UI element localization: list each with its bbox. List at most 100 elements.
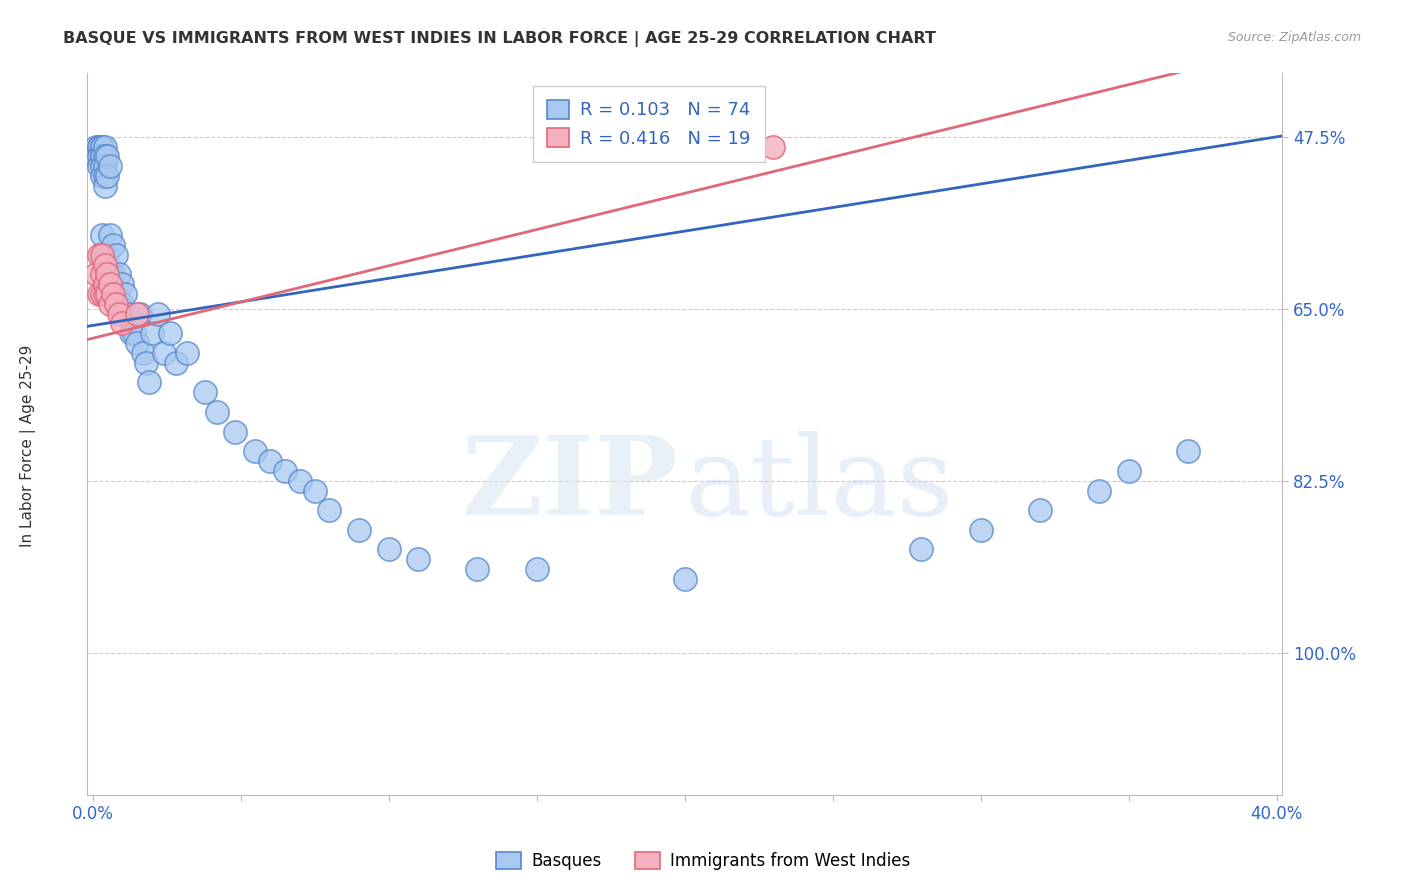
Point	[138, 376, 160, 390]
Point	[93, 268, 115, 282]
Text: In Labor Force | Age 25-29: In Labor Force | Age 25-29	[20, 345, 37, 547]
Point	[526, 562, 548, 576]
Point	[90, 287, 112, 301]
Point	[318, 503, 340, 517]
Point	[90, 248, 112, 262]
Point	[96, 277, 118, 292]
Point	[108, 268, 131, 282]
Point	[103, 287, 125, 301]
Point	[96, 169, 118, 183]
Point	[87, 248, 110, 262]
Point	[274, 464, 297, 478]
Point	[146, 307, 169, 321]
Point	[100, 297, 122, 311]
Point	[1118, 464, 1140, 478]
Point	[96, 287, 118, 301]
Point	[84, 149, 107, 163]
Point	[93, 139, 115, 153]
Point	[111, 297, 134, 311]
Point	[93, 159, 115, 173]
Point	[347, 523, 370, 537]
Point	[96, 149, 118, 163]
Point	[152, 346, 174, 360]
Text: ZIP: ZIP	[463, 431, 679, 538]
Point	[93, 287, 115, 301]
Point	[224, 425, 246, 439]
Point	[100, 268, 122, 282]
Point	[205, 405, 228, 419]
Point	[120, 326, 142, 341]
Point	[93, 258, 115, 272]
Point	[100, 277, 122, 292]
Point	[87, 139, 110, 153]
Point	[129, 307, 152, 321]
Point	[96, 268, 118, 282]
Point	[288, 474, 311, 488]
Point	[105, 248, 128, 262]
Point	[194, 385, 217, 400]
Point	[1029, 503, 1052, 517]
Point	[90, 228, 112, 243]
Point	[969, 523, 991, 537]
Point	[304, 483, 326, 498]
Point	[93, 277, 115, 292]
Point	[114, 287, 136, 301]
Point	[105, 297, 128, 311]
Text: Source: ZipAtlas.com: Source: ZipAtlas.com	[1227, 31, 1361, 45]
Point	[245, 444, 267, 458]
Point	[135, 356, 157, 370]
Point	[122, 326, 145, 341]
Text: atlas: atlas	[685, 431, 955, 538]
Point	[108, 307, 131, 321]
Point	[406, 552, 429, 566]
Point	[90, 248, 112, 262]
Point	[103, 287, 125, 301]
Text: BASQUE VS IMMIGRANTS FROM WEST INDIES IN LABOR FORCE | AGE 25-29 CORRELATION CHA: BASQUE VS IMMIGRANTS FROM WEST INDIES IN…	[63, 31, 936, 47]
Point	[127, 336, 149, 351]
Point	[105, 287, 128, 301]
Point	[87, 139, 110, 153]
Point	[87, 159, 110, 173]
Point	[100, 228, 122, 243]
Point	[100, 159, 122, 173]
Point	[93, 169, 115, 183]
Point	[96, 248, 118, 262]
Point	[377, 542, 399, 557]
Point	[910, 542, 932, 557]
Point	[132, 346, 155, 360]
Point	[90, 149, 112, 163]
Point	[117, 307, 139, 321]
Point	[84, 139, 107, 153]
Point	[108, 297, 131, 311]
Point	[1177, 444, 1199, 458]
Point	[673, 572, 696, 586]
Point	[90, 159, 112, 173]
Point	[93, 149, 115, 163]
Point	[87, 287, 110, 301]
Point	[93, 248, 115, 262]
Point	[90, 268, 112, 282]
Point	[90, 169, 112, 183]
Point	[111, 277, 134, 292]
Point	[259, 454, 281, 468]
Point	[90, 149, 112, 163]
Point	[103, 238, 125, 252]
Point	[111, 317, 134, 331]
Point	[87, 149, 110, 163]
Legend: Basques, Immigrants from West Indies: Basques, Immigrants from West Indies	[489, 845, 917, 877]
Point	[141, 326, 163, 341]
Point	[762, 139, 785, 153]
Legend: R = 0.103   N = 74, R = 0.416   N = 19: R = 0.103 N = 74, R = 0.416 N = 19	[533, 86, 765, 162]
Point	[159, 326, 181, 341]
Point	[1088, 483, 1111, 498]
Point	[90, 139, 112, 153]
Point	[90, 149, 112, 163]
Point	[84, 268, 107, 282]
Point	[90, 139, 112, 153]
Point	[165, 356, 187, 370]
Point	[176, 346, 198, 360]
Point	[103, 268, 125, 282]
Point	[467, 562, 489, 576]
Point	[127, 307, 149, 321]
Point	[93, 178, 115, 193]
